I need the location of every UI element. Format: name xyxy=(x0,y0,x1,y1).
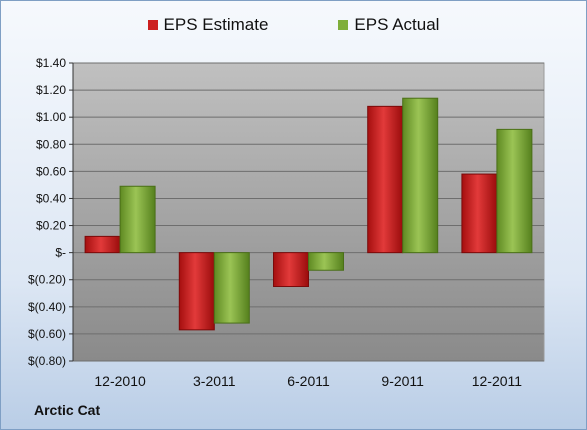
actual-bar xyxy=(119,185,156,254)
legend-item-actual: EPS Actual xyxy=(338,15,439,35)
x-tick-label: 3-2011 xyxy=(193,373,236,389)
estimate-bar xyxy=(273,252,309,288)
y-tick-label: $- xyxy=(55,246,66,260)
legend-item-estimate: EPS Estimate xyxy=(147,15,269,35)
y-tick-label: $1.00 xyxy=(36,110,66,124)
y-tick-label: $0.80 xyxy=(36,137,66,151)
y-tick-label: $0.20 xyxy=(36,219,66,233)
company-name: Arctic Cat xyxy=(34,402,101,418)
estimate-bar xyxy=(367,105,404,254)
y-tick-label: $1.20 xyxy=(36,83,66,97)
actual-bar xyxy=(402,97,439,254)
actual-bar xyxy=(496,128,533,254)
legend-label-actual: EPS Actual xyxy=(354,15,440,34)
actual-bar xyxy=(308,252,344,271)
x-tick-label: 12-2011 xyxy=(472,373,523,389)
estimate-bar xyxy=(461,173,498,254)
x-tick-label: 9-2011 xyxy=(381,373,424,389)
y-tick-label: $(0.80) xyxy=(28,354,66,368)
y-tick-label: $0.40 xyxy=(36,191,66,205)
y-tick-label: $(0.40) xyxy=(28,300,66,314)
y-tick-label: $1.40 xyxy=(36,56,66,70)
actual-bar xyxy=(213,252,250,324)
x-tick-label: 6-2011 xyxy=(287,373,330,389)
estimate-bar xyxy=(178,252,215,331)
estimate-bar xyxy=(84,235,121,254)
legend-swatch-estimate xyxy=(147,20,158,30)
y-tick-label: $0.60 xyxy=(36,164,66,178)
y-tick-label: $(0.60) xyxy=(28,327,66,341)
legend-label-estimate: EPS Estimate xyxy=(163,15,269,34)
y-tick-label: $(0.20) xyxy=(28,273,66,287)
legend: EPS Estimate EPS Actual xyxy=(1,15,586,35)
x-tick-label: 12-2010 xyxy=(94,373,146,389)
legend-swatch-actual xyxy=(338,20,349,30)
